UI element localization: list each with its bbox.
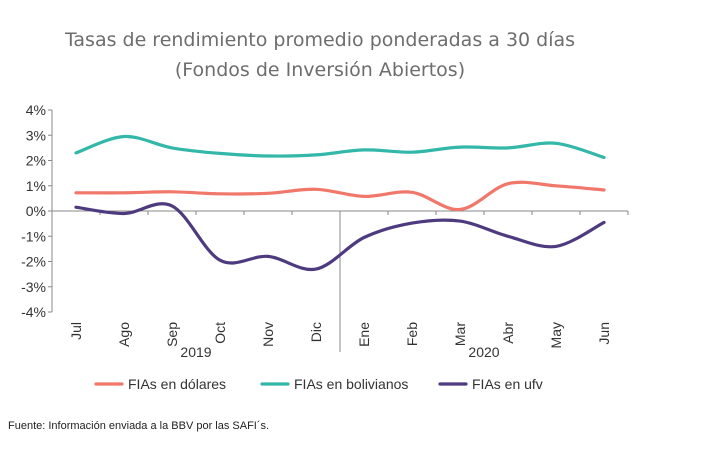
y-tick-label: -4% [21,304,46,320]
chart-subtitle: (Fondos de Inversión Abiertos) [175,59,465,81]
y-tick-label: -2% [21,254,46,270]
chart-title: Tasas de rendimiento promedio ponderadas… [64,29,575,51]
series-layer [74,134,606,272]
year-label: 2020 [468,344,499,360]
x-tick-label: Mar [452,322,468,346]
y-tick-label: 2% [26,153,46,169]
legend-label-1: FIAs en bolivianos [294,376,408,392]
axes: 4% 3% 2% 1% 0% -1% -2% -3% -4% Jul Ago Sep Oct Nov Dic… [21,102,629,360]
y-tick-label: 1% [26,178,46,194]
x-tick-label: Jul [68,322,84,340]
series-line-0 [74,180,606,212]
x-tick-label: Ene [356,322,372,347]
series-line-1 [74,134,606,160]
source-note: Fuente: Información enviada a la BBV por… [8,420,269,432]
x-tick-label: Nov [260,322,276,347]
x-tick-label: Ago [116,322,132,347]
series-line-2 [74,202,606,272]
legend-label-0: FIAs en dólares [128,376,226,392]
x-tick-label: Feb [404,322,420,346]
y-tick-label: 4% [26,102,46,118]
x-tick-label: Sep [164,322,180,347]
y-tick-label: 3% [26,127,46,143]
year-label: 2019 [180,344,211,360]
x-tick-label: Dic [308,322,324,342]
y-tick-label: -3% [21,279,46,295]
x-tick-label: Oct [212,322,228,344]
legend: FIAs en dólares FIAs en bolivianos FIAs en… [94,376,543,392]
legend-label-2: FIAs en ufv [472,376,543,392]
x-tick-label: Jun [596,322,612,345]
y-tick-label: -1% [21,228,46,244]
x-tick-label: May [548,322,564,348]
x-tick-label: Abr [500,322,516,344]
y-tick-label: 0% [26,203,46,219]
